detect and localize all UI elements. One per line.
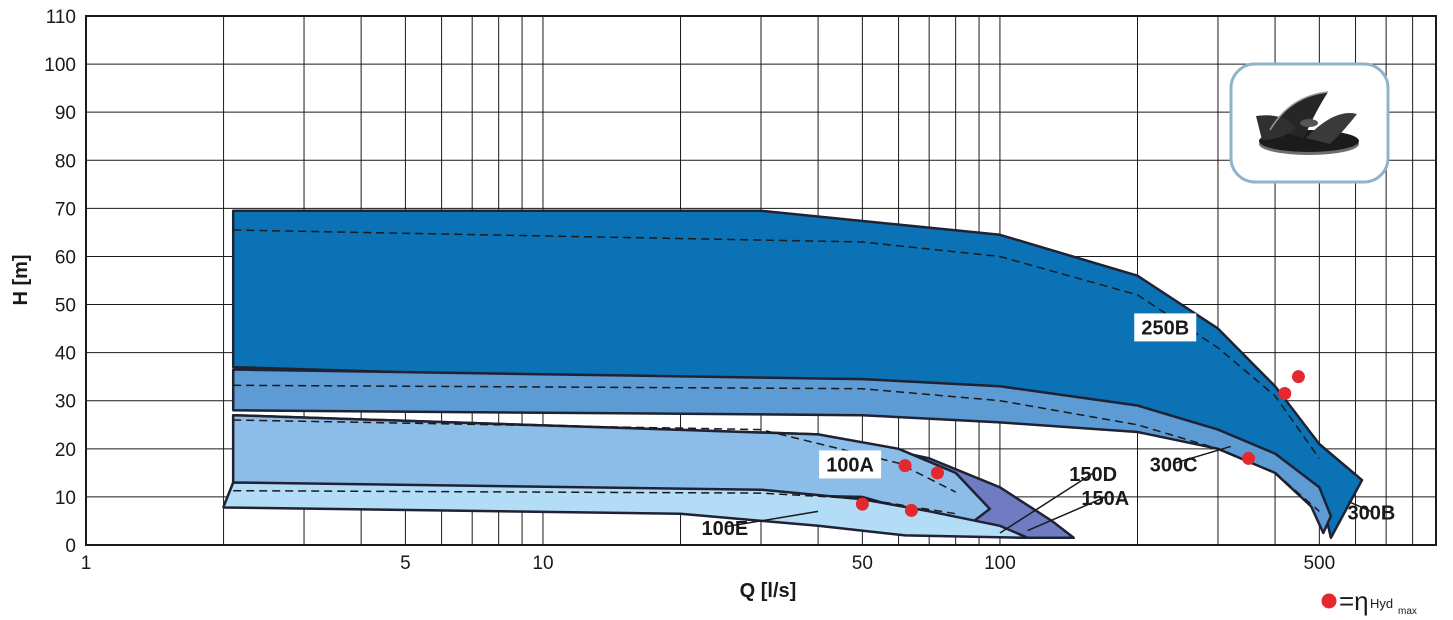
bep-marker — [855, 497, 869, 511]
legend-hyd: Hyd — [1370, 596, 1393, 611]
y-tick-label: 30 — [55, 392, 76, 413]
legend: =η Hyd max — [1321, 586, 1417, 617]
label-pointer — [1173, 445, 1231, 465]
label-pointer — [724, 510, 819, 528]
bep-marker — [930, 466, 944, 480]
y-tick-label: 90 — [55, 103, 76, 124]
y-tick-label: 80 — [55, 151, 76, 172]
legend-eta: =η — [1339, 586, 1369, 616]
bep-marker — [898, 459, 912, 473]
dashed-curve-300c — [233, 384, 1320, 512]
plot-border — [85, 15, 1437, 546]
dashed-curve-150a — [233, 419, 957, 493]
bep-marker — [1242, 451, 1256, 465]
tick-labels: 1 5 10 50 100 500 0 10 20 30 40 50 60 70 80 90 100 110 — [44, 7, 1335, 574]
y-tick-label: 10 — [55, 488, 76, 509]
y-tick-label: 70 — [55, 199, 76, 220]
y-tick-label: 0 — [65, 536, 76, 557]
x-tick-label: 10 — [532, 553, 553, 574]
label-pointer — [1027, 496, 1106, 532]
x-axis-title: Q [l/s] — [740, 580, 797, 602]
x-tick-label: 500 — [1303, 553, 1335, 574]
series-label: 150A — [1081, 488, 1129, 510]
series-label: 100E — [701, 518, 748, 540]
label-box — [1134, 313, 1197, 342]
legend-bep-dot — [1321, 593, 1337, 609]
series-label: 150D — [1069, 464, 1117, 486]
x-tick-label: 5 — [400, 553, 411, 574]
y-axis-title: H [m] — [10, 254, 32, 305]
series-label: 300B — [1348, 503, 1396, 525]
y-tick-label: 20 — [55, 440, 76, 461]
plot-frame — [85, 15, 1437, 546]
series-label: 100A — [826, 454, 874, 476]
label-pointer — [999, 472, 1094, 534]
bep-markers — [855, 370, 1305, 517]
y-tick-label: 40 — [55, 344, 76, 365]
label-pointer — [1348, 501, 1372, 513]
bep-marker — [904, 503, 918, 517]
y-tick-label: 100 — [44, 55, 76, 76]
impeller-icon — [1229, 62, 1390, 184]
label-box — [819, 450, 882, 479]
dashed-curve-300b — [233, 229, 1320, 459]
legend-max: max — [1398, 606, 1417, 617]
bep-marker — [1278, 387, 1292, 401]
y-tick-label: 60 — [55, 247, 76, 268]
x-tick-label: 100 — [984, 553, 1016, 574]
series-label: 300C — [1150, 454, 1198, 476]
series-label: 250B — [1141, 317, 1189, 339]
y-tick-label: 110 — [46, 7, 76, 28]
bep-marker — [1291, 370, 1305, 384]
y-tick-label: 50 — [55, 296, 76, 317]
x-tick-label: 50 — [852, 553, 873, 574]
x-tick-label: 1 — [81, 553, 92, 574]
operating-regions — [222, 209, 1364, 540]
